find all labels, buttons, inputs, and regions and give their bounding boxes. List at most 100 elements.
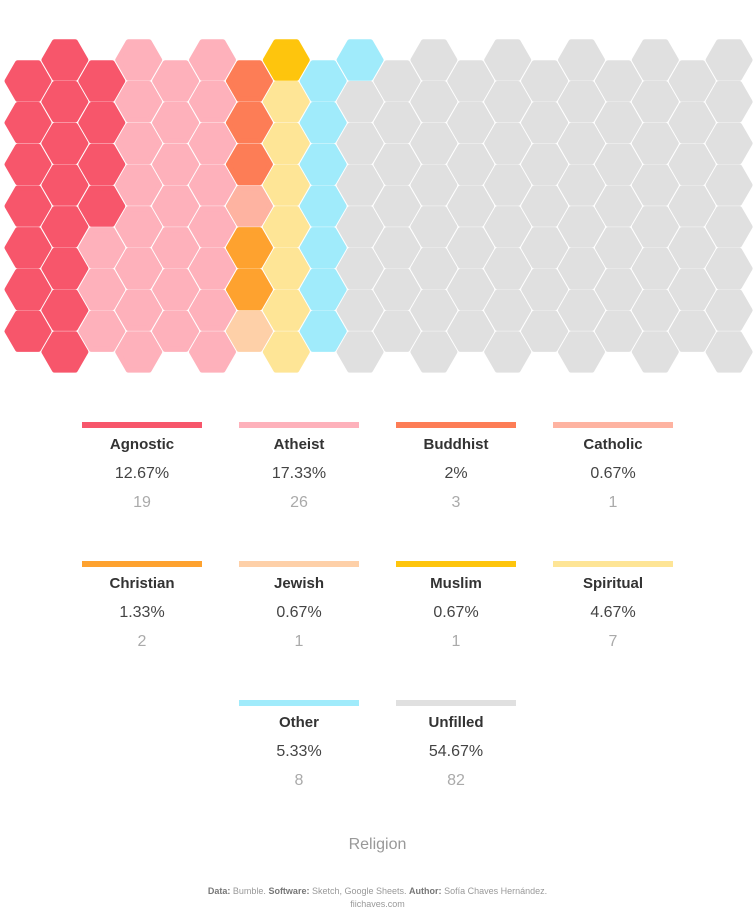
hexagon-unfilled	[484, 164, 532, 206]
legend-count: 2	[137, 633, 147, 650]
hexagon-atheist	[115, 206, 163, 248]
legend-label: Muslim	[430, 575, 482, 592]
hexagon-unfilled	[447, 185, 495, 227]
hexagon-unfilled	[594, 268, 642, 311]
hexagon-agnostic	[41, 206, 89, 248]
hexagon-unfilled	[410, 247, 458, 290]
credits-author-label: Author:	[409, 886, 442, 896]
hexagon-unfilled	[521, 60, 569, 102]
hexagon-unfilled	[668, 310, 716, 352]
hexagon-atheist	[189, 81, 236, 123]
legend-percent: 2%	[444, 465, 468, 482]
hexagon-unfilled	[668, 227, 716, 269]
hexagon-christian	[225, 227, 273, 269]
hexagon-atheist	[152, 60, 200, 102]
hexagon-atheist	[115, 81, 163, 123]
hexagon-unfilled	[594, 60, 642, 102]
hexagon-agnostic	[4, 268, 52, 311]
legend-percent: 17.33%	[271, 465, 327, 482]
hexagon-atheist	[78, 227, 126, 269]
legend-percent: 4.67%	[590, 604, 636, 621]
legend-count: 7	[608, 633, 618, 650]
hexagon-agnostic	[41, 164, 89, 206]
hexagon-unfilled	[373, 143, 421, 186]
hexagon-buddhist	[225, 102, 273, 144]
hexagon-atheist	[189, 164, 236, 206]
hexagon-unfilled	[668, 143, 716, 186]
hexagon-agnostic	[78, 60, 126, 102]
legend-label: Atheist	[273, 436, 325, 453]
hexagon-agnostic	[78, 102, 126, 144]
hexagon-atheist	[115, 331, 163, 373]
hexagon-atheist	[115, 247, 163, 290]
hexagon-unfilled	[594, 102, 642, 144]
legend-item-christian: Christian 1.33% 2	[82, 561, 202, 651]
hexagon-unfilled	[484, 81, 532, 123]
hexagon-spiritual	[262, 122, 310, 165]
hexagon-other	[299, 268, 347, 311]
legend-label: Agnostic	[109, 436, 175, 453]
hexagon-unfilled	[705, 331, 753, 373]
legend-label: Christian	[109, 575, 175, 592]
hexagon-unfilled	[705, 122, 753, 165]
legend-count: 3	[451, 494, 461, 511]
hexagon-unfilled	[594, 143, 642, 186]
legend-label: Catholic	[583, 436, 643, 453]
hexagon-atheist	[189, 247, 236, 290]
hexagon-atheist	[189, 39, 236, 81]
hexagon-unfilled	[558, 164, 605, 206]
hexagon-waffle-chart	[4, 39, 753, 373]
legend-label: Buddhist	[423, 436, 489, 453]
hexagon-unfilled	[373, 310, 421, 352]
hexagon-unfilled	[484, 331, 532, 373]
hexagon-unfilled	[668, 102, 716, 144]
hexagon-other	[299, 310, 347, 352]
hexagon-atheist	[115, 122, 163, 165]
hexagon-spiritual	[262, 81, 310, 123]
hexagon-unfilled	[558, 331, 605, 373]
legend-label: Unfilled	[428, 714, 484, 731]
hexagon-agnostic	[4, 143, 52, 186]
hexagon-unfilled	[705, 164, 753, 206]
hexagon-unfilled	[373, 268, 421, 311]
hexagon-unfilled	[631, 81, 679, 123]
hexagon-unfilled	[410, 331, 458, 373]
hexagon-unfilled	[521, 227, 569, 269]
hexagon-unfilled	[447, 310, 495, 352]
legend-item-buddhist: Buddhist 2% 3	[396, 422, 516, 512]
hexagon-unfilled	[668, 60, 716, 102]
legend-swatch	[396, 700, 516, 706]
legend-count: 1	[294, 633, 304, 650]
hexagon-unfilled	[558, 247, 605, 290]
hexagon-unfilled	[410, 39, 458, 81]
legend-item-muslim: Muslim 0.67% 1	[396, 561, 516, 651]
legend-label: Spiritual	[582, 575, 643, 592]
hexagon-atheist	[152, 310, 200, 352]
hexagon-unfilled	[484, 122, 532, 165]
legend-percent: 0.67%	[433, 604, 479, 621]
legend-swatch	[396, 422, 516, 428]
hexagon-unfilled	[631, 122, 679, 165]
legend-item-agnostic: Agnostic 12.67% 19	[82, 422, 202, 512]
legend-count: 8	[294, 772, 304, 789]
hexagon-unfilled	[631, 39, 679, 81]
hexagon-other	[336, 39, 384, 81]
hexagon-unfilled	[373, 227, 421, 269]
hexagon-agnostic	[4, 310, 52, 352]
hexagon-spiritual	[262, 289, 310, 331]
hexagon-buddhist	[225, 60, 273, 102]
hexagon-atheist	[152, 102, 200, 144]
hexagon-unfilled	[594, 310, 642, 352]
legend-swatch	[239, 700, 359, 706]
hexagon-agnostic	[4, 185, 52, 227]
chart-title: Religion	[348, 836, 407, 853]
legend-count: 19	[133, 494, 151, 511]
legend-percent: 0.67%	[590, 465, 636, 482]
hexagon-agnostic	[4, 60, 52, 102]
credits-data-value: Bumble.	[232, 886, 266, 896]
hexagon-muslim	[262, 39, 310, 81]
hexagon-agnostic	[41, 122, 89, 165]
credits-data-label: Data:	[207, 886, 231, 896]
legend-item-atheist: Atheist 17.33% 26	[239, 422, 359, 512]
hexagon-unfilled	[558, 122, 605, 165]
